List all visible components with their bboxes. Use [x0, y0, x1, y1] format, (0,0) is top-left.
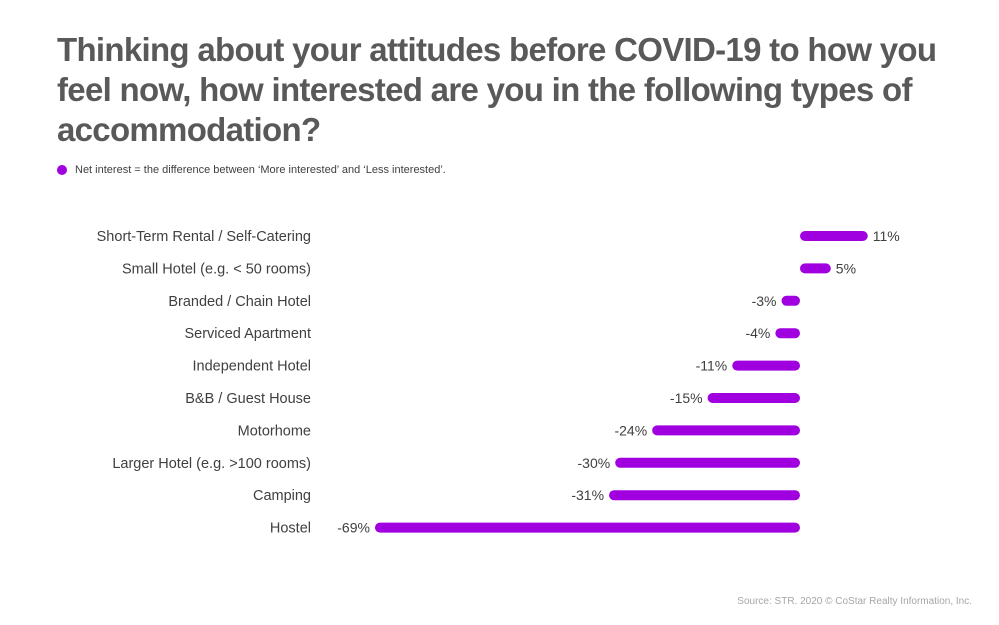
bar [374, 522, 800, 533]
category-label: Short-Term Rental / Self-Catering [97, 229, 311, 245]
bar [732, 360, 800, 371]
value-label: -4% [745, 325, 770, 341]
bar [800, 231, 868, 241]
legend-swatch [57, 165, 67, 175]
category-label: Independent Hotel [192, 359, 311, 375]
source-note: Source: STR. 2020 © CoStar Realty Inform… [737, 596, 972, 607]
legend: Net interest = the difference between ‘M… [57, 164, 446, 176]
bar [609, 490, 800, 501]
chart-title: Thinking about your attitudes before COV… [57, 31, 937, 148]
category-label: Motorhome [238, 423, 311, 439]
bar [775, 328, 800, 339]
value-label: -31% [571, 487, 604, 503]
bar [781, 295, 800, 306]
legend-label: Net interest = the difference between ‘M… [75, 164, 446, 176]
bar [707, 393, 800, 403]
bar [800, 263, 831, 274]
category-label: Branded / Chain Hotel [168, 294, 311, 310]
category-label: B&B / Guest House [185, 391, 311, 407]
value-label: -3% [752, 293, 777, 309]
category-label: Camping [253, 488, 311, 504]
bar [615, 457, 800, 468]
category-label: Serviced Apartment [184, 326, 311, 342]
category-label: Hostel [270, 521, 311, 537]
category-label: Small Hotel (e.g. < 50 rooms) [122, 261, 311, 277]
value-label: -69% [337, 520, 370, 536]
value-label: -15% [670, 390, 703, 406]
value-label: 11% [873, 228, 900, 244]
value-label: -24% [614, 422, 647, 438]
value-label: -30% [578, 455, 611, 471]
value-label: -11% [696, 358, 728, 374]
category-label: Larger Hotel (e.g. >100 rooms) [112, 456, 311, 472]
bar [652, 425, 800, 436]
value-label: 5% [836, 260, 856, 276]
